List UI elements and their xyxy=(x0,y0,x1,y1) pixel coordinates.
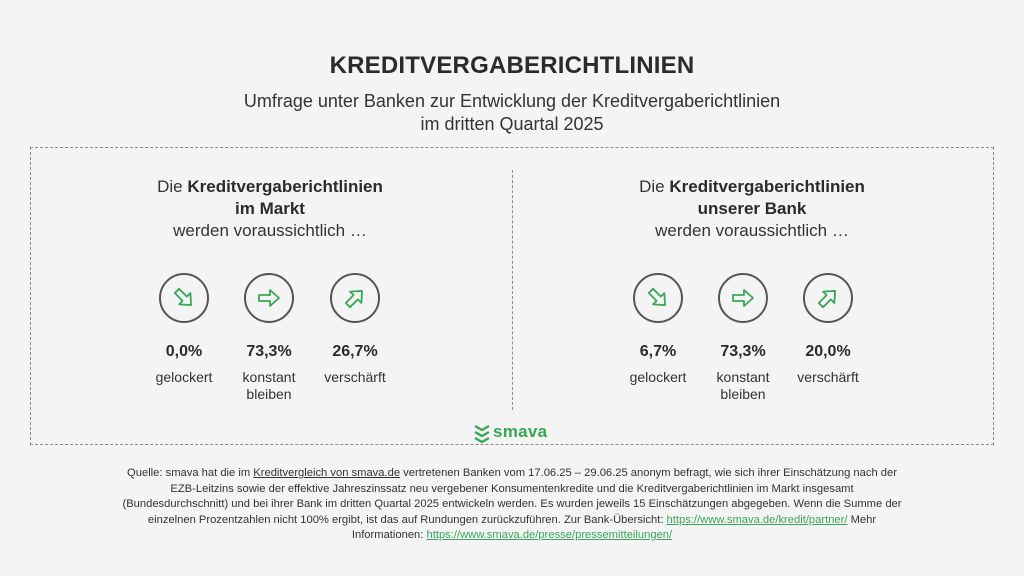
arrow-up-right-icon xyxy=(344,290,363,309)
left-heading-prefix: Die xyxy=(157,177,183,196)
right-heading-bold-1: Kreditvergaberichtlinien xyxy=(669,177,865,196)
left-item-1-value: 0,0% xyxy=(165,343,203,360)
left-item-1-label: gelockert xyxy=(139,369,229,386)
left-item-1-label-line-1: gelockert xyxy=(155,369,213,385)
right-item-3-label-line-1: verschärft xyxy=(797,369,859,385)
left-item-3-label: verschärft xyxy=(310,369,400,386)
subtitle-line-1: Umfrage unter Banken zur Entwicklung der… xyxy=(243,91,781,111)
right-heading-bold-2: unserer Bank xyxy=(697,199,807,218)
right-section-heading: Die Kreditvergaberichtlinien unserer Ban… xyxy=(592,176,912,242)
footnote-text-2: vertretenen Banken vom 17.06.25 – 29.06.… xyxy=(122,467,902,526)
right-item-2-label-line-2: bleiben xyxy=(720,386,766,402)
panel-divider xyxy=(512,170,513,410)
left-item-3-value: 26,7% xyxy=(332,343,378,360)
arrow-right-icon xyxy=(732,289,754,307)
left-heading-suffix: werden voraussichtlich … xyxy=(173,221,367,240)
right-heading-prefix: Die xyxy=(639,177,665,196)
right-heading-suffix: werden voraussichtlich … xyxy=(655,221,849,240)
left-heading-bold-2: im Markt xyxy=(235,199,305,218)
right-item-2-value: 73,3% xyxy=(720,343,766,360)
right-item-2-circle xyxy=(718,273,768,323)
right-item-3-value: 20,0% xyxy=(805,343,851,360)
right-item-2-label: konstant bleiben xyxy=(698,369,788,403)
left-item-2-label-line-1: konstant xyxy=(242,369,296,385)
left-item-3-circle xyxy=(330,273,380,323)
left-item-1-circle xyxy=(159,273,209,323)
right-item-2-label-line-1: konstant xyxy=(716,369,770,385)
footnote-text-3: Mehr Informationen: xyxy=(351,513,877,542)
left-item-3-label-line-1: verschärft xyxy=(324,369,386,385)
press-releases-link[interactable]: https://www.smava.de/presse/pressemittei… xyxy=(426,529,673,541)
infographic-title: KREDITVERGABERICHTLINIEN xyxy=(329,52,695,79)
left-section-heading: Die Kreditvergaberichtlinien im Markt we… xyxy=(110,176,430,242)
subtitle-line-2: im dritten Quartal 2025 xyxy=(420,114,604,134)
left-item-2-label-line-2: bleiben xyxy=(246,386,292,402)
arrow-down-right-icon xyxy=(173,287,192,306)
arrow-right-icon xyxy=(258,289,280,307)
smava-logo-text: smava xyxy=(493,422,548,441)
footnote-text-1: Quelle: smava hat die im xyxy=(127,467,254,479)
source-footnote: Quelle: smava hat die im Kreditvergleich… xyxy=(120,466,904,544)
right-item-1-circle xyxy=(633,273,683,323)
left-item-2-label: konstant bleiben xyxy=(224,369,314,403)
right-item-3-circle xyxy=(803,273,853,323)
left-item-2-value: 73,3% xyxy=(246,343,292,360)
content-panel xyxy=(30,147,994,445)
right-item-3-label: verschärft xyxy=(783,369,873,386)
right-item-1-label: gelockert xyxy=(613,369,703,386)
arrow-down-right-icon xyxy=(647,287,666,306)
arrow-up-right-icon xyxy=(817,290,836,309)
kreditvergleich-link[interactable]: Kreditvergleich von smava.de xyxy=(253,467,401,479)
smava-logo-icon xyxy=(474,424,490,443)
bank-partner-link[interactable]: https://www.smava.de/kredit/partner/ xyxy=(666,513,848,526)
right-item-1-value: 6,7% xyxy=(639,343,677,360)
infographic-subtitle: Umfrage unter Banken zur Entwicklung der… xyxy=(0,90,1024,136)
left-heading-bold-1: Kreditvergaberichtlinien xyxy=(187,177,383,196)
right-item-1-label-line-1: gelockert xyxy=(629,369,687,385)
left-item-2-circle xyxy=(244,273,294,323)
